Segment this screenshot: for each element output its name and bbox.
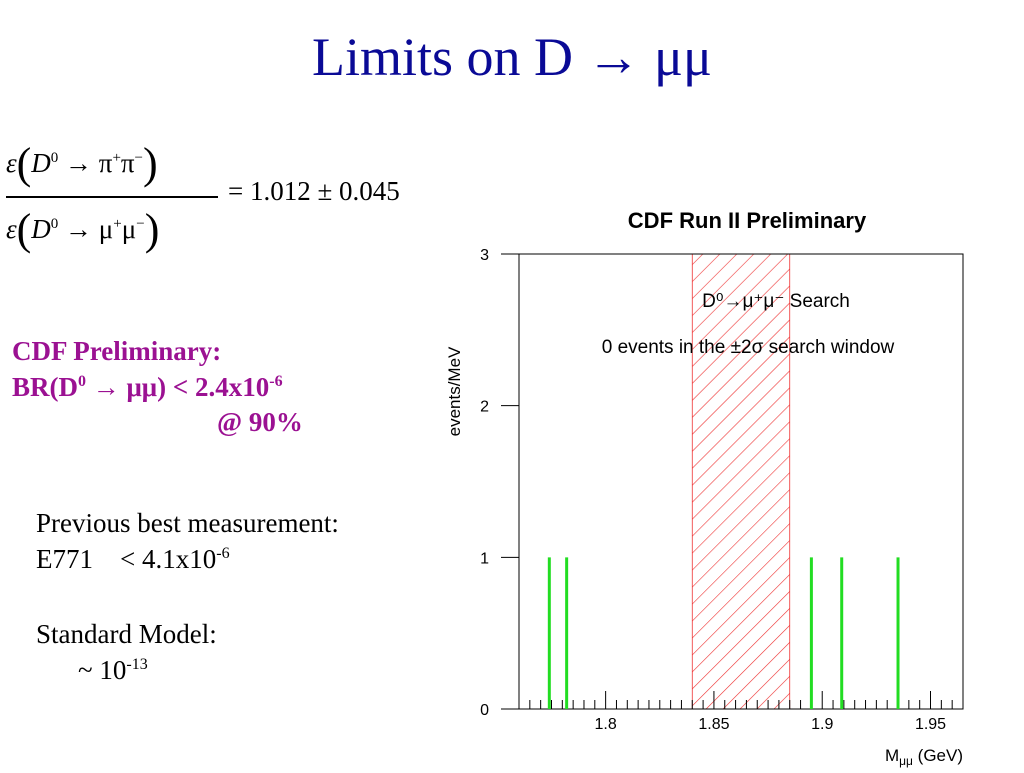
chart-svg: CDF Run II Preliminary events/MeV Mμμ (G… xyxy=(445,208,964,768)
search-window-band xyxy=(691,253,791,710)
formula-denominator: ε(D0 → μ+μ−) xyxy=(6,205,160,254)
formula-result: = 1.012 ± 0.045 xyxy=(228,176,400,206)
previous-value: E771 < 4.1x10-6 xyxy=(36,543,230,574)
y-tick-label: 0 xyxy=(480,702,489,719)
x-axis-label: Mμμ (GeV) xyxy=(885,746,963,768)
slide-title: Limits on D → μμ xyxy=(312,27,712,87)
result-heading: CDF Preliminary: xyxy=(12,336,222,366)
plot-frame xyxy=(518,253,964,710)
annotation-search: D⁰→μ⁺μ⁻ Search xyxy=(702,291,850,312)
previous-heading: Previous best measurement: xyxy=(36,508,339,538)
x-tick-label: 1.85 xyxy=(698,716,729,733)
formula-numerator: ε(D0 → π+π−) xyxy=(6,139,158,188)
mass-spectrum-chart: CDF Run II Preliminary events/MeV Mμμ (G… xyxy=(436,198,1024,768)
result-confidence-level: @ 90% xyxy=(217,407,303,438)
y-tick-label: 3 xyxy=(480,247,489,264)
standard-model-heading: Standard Model: xyxy=(36,619,217,649)
standard-model-value: ~ 10-13 xyxy=(78,654,148,685)
y-axis-label: events/MeV xyxy=(445,346,464,436)
x-tick-label: 1.8 xyxy=(595,716,617,733)
x-tick-label: 1.95 xyxy=(915,716,946,733)
x-tick-label: 1.9 xyxy=(811,716,833,733)
fraction-bar xyxy=(6,196,218,198)
cdf-preliminary-result: CDF Preliminary: BR(D0 → μμ) < 2.4x10-6 … xyxy=(12,334,303,441)
y-tick-label: 2 xyxy=(480,399,489,416)
previous-measurement: Previous best measurement: E771 < 4.1x10… xyxy=(36,506,339,577)
y-tick-label: 1 xyxy=(480,550,489,567)
result-branching-ratio: BR(D0 → μμ) < 2.4x10-6 xyxy=(12,371,283,402)
annotation-window: 0 events in the ±2σ search window xyxy=(602,337,895,358)
chart-title: CDF Run II Preliminary xyxy=(628,208,867,233)
standard-model: Standard Model: ~ 10-13 xyxy=(36,617,217,688)
